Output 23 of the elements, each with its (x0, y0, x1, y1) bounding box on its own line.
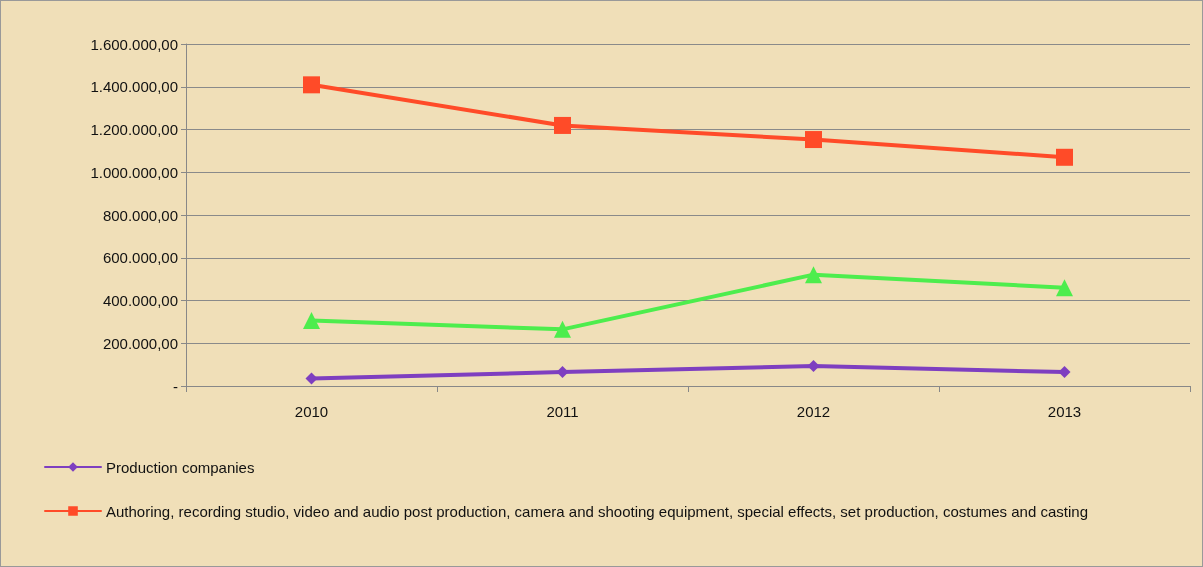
y-tick-label: 400.000,00 (102, 292, 178, 309)
x-tick-label: 2012 (796, 403, 831, 420)
legend-label: Authoring, recording studio, video and audio post production, camera and shooting equipment, special effects, set production, costumes and casting (106, 502, 1088, 520)
y-tick-label: - (173, 377, 178, 395)
point (1056, 148, 1073, 166)
x-tick-label: 2010 (294, 403, 329, 420)
point (554, 320, 571, 338)
y-tick-label: 1.000.000,00 (90, 163, 178, 181)
point (1056, 279, 1073, 297)
point (554, 116, 571, 134)
y-tick-label: 1.200.000,00 (90, 121, 178, 138)
x-tick-label: 2013 (1047, 403, 1082, 420)
y-tick-label: 200.000,00 (102, 334, 178, 352)
point (805, 266, 822, 284)
point (805, 131, 822, 149)
y-tick-label: 600.000,00 (102, 249, 178, 267)
y-tick-label: 1.600.000,00 (90, 35, 178, 53)
y-tick-label: 800.000,00 (102, 206, 178, 224)
y-tick-label: 1.400.000,00 (90, 78, 178, 96)
point (303, 76, 320, 94)
legend-label: Production companies (106, 458, 255, 476)
point (303, 311, 320, 329)
x-tick-label: 2011 (546, 403, 579, 420)
